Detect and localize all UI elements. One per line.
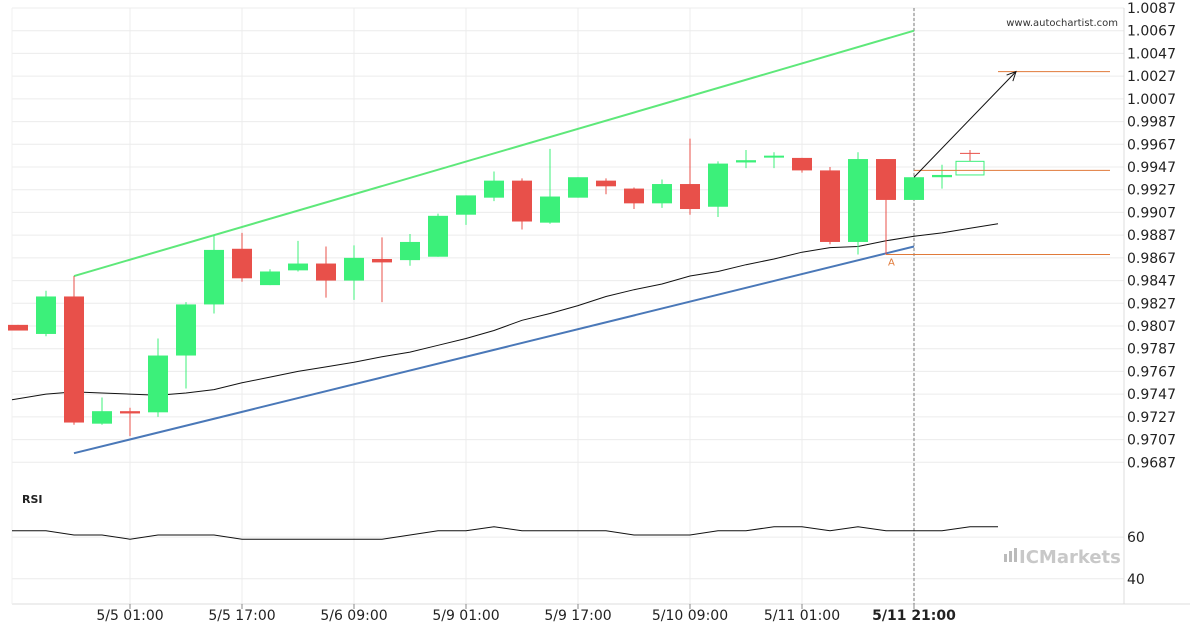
bearish-candle bbox=[316, 263, 336, 281]
bearish-candle bbox=[680, 184, 700, 210]
price-tick-label: 1.0007 bbox=[1127, 92, 1176, 108]
price-tick-label: 1.0087 bbox=[1127, 1, 1176, 17]
bullish-candle bbox=[652, 184, 672, 204]
bullish-candle bbox=[932, 174, 952, 178]
rsi-tick-label: 40 bbox=[1127, 572, 1145, 588]
bullish-candle bbox=[176, 304, 196, 356]
price-tick-label: 0.9987 bbox=[1127, 115, 1176, 131]
price-tick-label: 0.9687 bbox=[1127, 455, 1176, 471]
bullish-candle bbox=[400, 241, 420, 261]
bearish-candle bbox=[232, 248, 252, 279]
moving-average-line bbox=[11, 223, 999, 401]
time-tick-label: 5/5 17:00 bbox=[208, 608, 275, 624]
price-tick-label: 0.9827 bbox=[1127, 296, 1176, 312]
price-tick-label: 0.9807 bbox=[1127, 319, 1176, 335]
time-tick-label: 5/9 01:00 bbox=[432, 608, 499, 624]
bullish-candle bbox=[456, 195, 476, 215]
time-tick-label: 5/5 01:00 bbox=[96, 608, 163, 624]
bearish-candle bbox=[64, 296, 84, 423]
pattern-lines bbox=[11, 8, 999, 604]
time-tick-label: 5/10 09:00 bbox=[652, 608, 728, 624]
logo-text: ICMarkets bbox=[1019, 547, 1121, 568]
bullish-candle bbox=[288, 263, 308, 271]
bullish-candle bbox=[736, 160, 756, 163]
bearish-candle bbox=[876, 159, 896, 200]
bearish-candle bbox=[372, 258, 392, 263]
resistance-trendline bbox=[73, 29, 915, 277]
bullish-candle bbox=[344, 257, 364, 281]
bullish-candle bbox=[708, 163, 728, 207]
time-tick-label: 5/9 17:00 bbox=[544, 608, 611, 624]
logo-bar-icon bbox=[1004, 554, 1007, 562]
bullish-candle bbox=[540, 196, 560, 223]
time-tick-label: 5/11 01:00 bbox=[764, 608, 840, 624]
price-tick-label: 0.9767 bbox=[1127, 364, 1176, 380]
price-tick-label: 1.0047 bbox=[1127, 46, 1176, 62]
price-tick-label: 0.9707 bbox=[1127, 433, 1176, 449]
bullish-candle bbox=[484, 180, 504, 198]
price-tick-label: 0.9867 bbox=[1127, 251, 1176, 267]
bullish-candle bbox=[764, 155, 784, 158]
arrow-head-icon bbox=[1006, 70, 1017, 82]
price-tick-label: 0.9847 bbox=[1127, 274, 1176, 290]
bullish-candle bbox=[904, 177, 924, 200]
grid bbox=[12, 7, 1124, 604]
price-tick-label: 0.9887 bbox=[1127, 228, 1176, 244]
bullish-candle bbox=[204, 249, 224, 305]
bearish-candle bbox=[820, 170, 840, 242]
price-tick-label: 1.0067 bbox=[1127, 24, 1176, 40]
support-trendline bbox=[73, 245, 915, 455]
price-tick-label: 0.9947 bbox=[1127, 160, 1176, 176]
price-tick-label: 1.0027 bbox=[1127, 69, 1176, 85]
price-tick-label: 0.9967 bbox=[1127, 137, 1176, 153]
bullish-candle bbox=[568, 177, 588, 198]
time-tick-label: 5/6 09:00 bbox=[320, 608, 387, 624]
bullish-candle bbox=[36, 296, 56, 334]
bullish-candle bbox=[260, 271, 280, 286]
time-tick-label: 5/11 21:00 bbox=[872, 608, 956, 624]
logo-bar-icon bbox=[1014, 548, 1017, 562]
pattern-point-label: A bbox=[888, 257, 895, 268]
rsi-line bbox=[12, 526, 998, 540]
bullish-candle bbox=[428, 215, 448, 257]
price-axis: 1.0087 1.0067 1.0047 1.0027 1.0007 0.9987 0.99… bbox=[1127, 1, 1176, 588]
plot-frame bbox=[11, 8, 1190, 605]
watermark-text: www.autochartist.com bbox=[1006, 18, 1118, 29]
bearish-candle bbox=[624, 188, 644, 204]
candles bbox=[8, 138, 980, 437]
bearish-candle bbox=[120, 411, 140, 414]
price-tick-label: 0.9747 bbox=[1127, 387, 1176, 403]
logo-bar-icon bbox=[1009, 551, 1012, 562]
bullish-candle bbox=[848, 159, 868, 242]
rsi-tick-label: 60 bbox=[1127, 530, 1145, 546]
pattern-annotations: A bbox=[886, 70, 1110, 268]
broker-logo: ICMarkets bbox=[1004, 547, 1121, 568]
price-tick-label: 0.9787 bbox=[1127, 342, 1176, 358]
bearish-candle bbox=[596, 180, 616, 187]
price-tick-label: 0.9727 bbox=[1127, 410, 1176, 426]
time-axis: 5/5 01:00 5/5 17:00 5/6 09:00 5/9 01:00 5/9 … bbox=[96, 604, 956, 624]
bearish-candle bbox=[792, 157, 812, 171]
price-tick-label: 0.9927 bbox=[1127, 183, 1176, 199]
rsi-title: RSI bbox=[22, 493, 43, 506]
forecast-box bbox=[955, 160, 985, 176]
rsi-panel bbox=[12, 526, 998, 540]
projection-arrow bbox=[913, 71, 1017, 178]
bullish-candle bbox=[92, 411, 112, 424]
bearish-candle bbox=[512, 180, 532, 222]
bullish-candle bbox=[148, 355, 168, 413]
bearish-candle bbox=[8, 324, 28, 331]
price-tick-label: 0.9907 bbox=[1127, 205, 1176, 221]
